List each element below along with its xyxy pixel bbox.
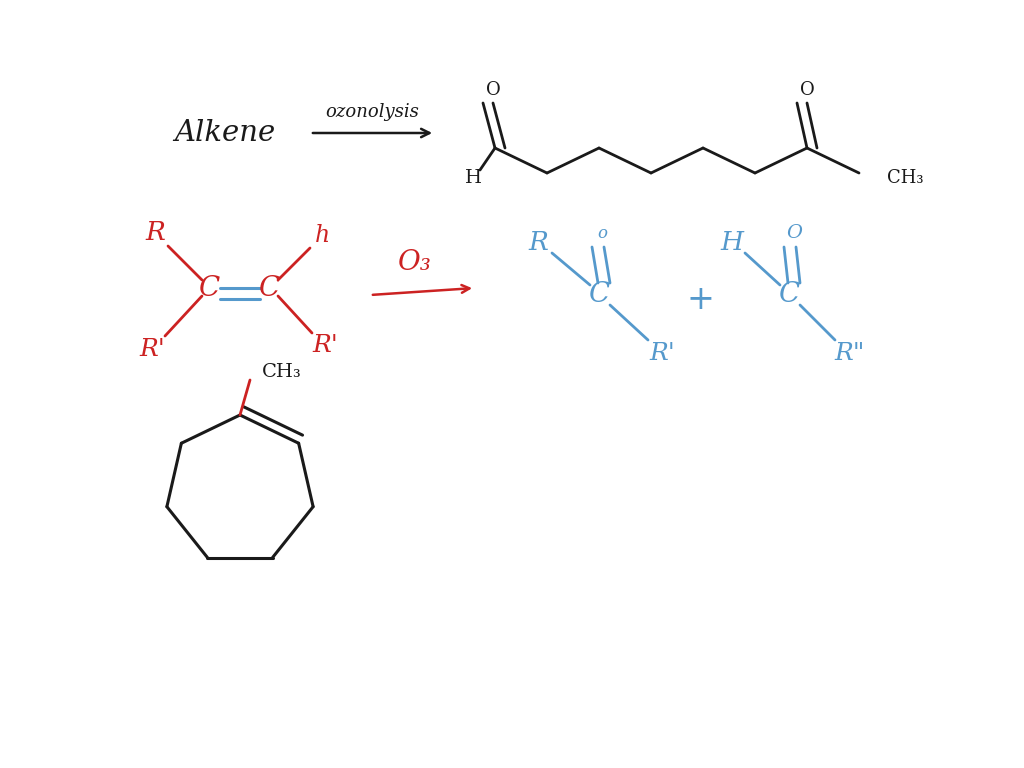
Text: R': R'	[312, 335, 338, 357]
Text: R: R	[528, 230, 548, 256]
Text: o: o	[597, 224, 607, 241]
Text: O₃: O₃	[398, 250, 432, 276]
Text: C: C	[200, 274, 220, 302]
Text: +: +	[686, 284, 714, 316]
Text: C: C	[259, 274, 281, 302]
Text: R': R'	[139, 339, 165, 362]
Text: H: H	[721, 230, 743, 256]
Text: R: R	[145, 220, 165, 246]
Text: O: O	[485, 81, 501, 99]
Text: ozonolysis: ozonolysis	[325, 103, 419, 121]
Text: CH₃: CH₃	[887, 169, 924, 187]
Text: R': R'	[649, 342, 675, 365]
Text: CH₃: CH₃	[262, 363, 302, 381]
Text: R": R"	[835, 342, 865, 365]
Text: H: H	[465, 169, 481, 187]
Text: O: O	[786, 224, 802, 242]
Text: h: h	[314, 224, 330, 247]
Text: O: O	[800, 81, 814, 99]
Text: Alkene: Alkene	[174, 119, 275, 147]
Text: C: C	[590, 282, 610, 309]
Text: C: C	[779, 282, 801, 309]
